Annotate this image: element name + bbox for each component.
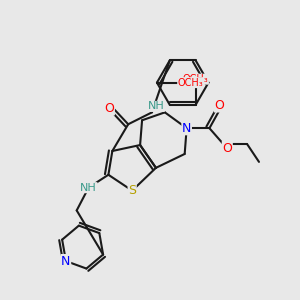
- Text: S: S: [128, 184, 136, 197]
- Text: OCH₃: OCH₃: [183, 74, 208, 84]
- Text: N: N: [61, 255, 70, 268]
- Text: O: O: [222, 142, 232, 154]
- Text: O: O: [104, 102, 114, 115]
- Text: O: O: [214, 99, 224, 112]
- Text: OCH₃: OCH₃: [178, 78, 203, 88]
- Text: NH: NH: [148, 101, 164, 111]
- Text: NH: NH: [80, 183, 97, 193]
- Text: N: N: [182, 122, 191, 135]
